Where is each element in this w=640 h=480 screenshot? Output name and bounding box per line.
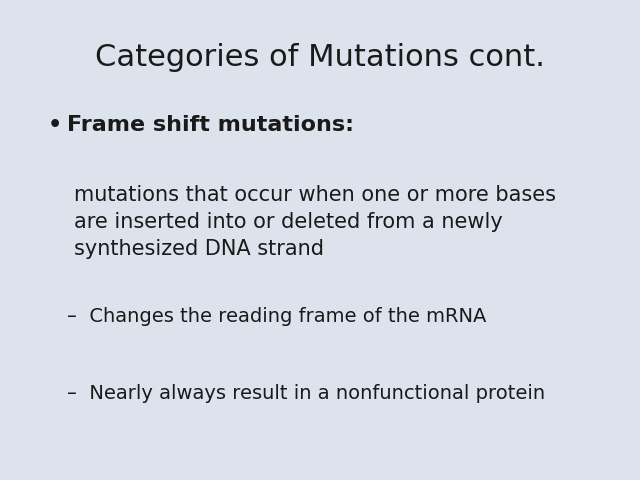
- Text: Categories of Mutations cont.: Categories of Mutations cont.: [95, 43, 545, 72]
- Text: Frame shift mutations:: Frame shift mutations:: [67, 115, 354, 135]
- Text: •: •: [48, 115, 62, 135]
- Text: –  Changes the reading frame of the mRNA: – Changes the reading frame of the mRNA: [67, 307, 486, 326]
- Text: –  Nearly always result in a nonfunctional protein: – Nearly always result in a nonfunctiona…: [67, 384, 545, 403]
- Text: mutations that occur when one or more bases
are inserted into or deleted from a : mutations that occur when one or more ba…: [74, 185, 556, 259]
